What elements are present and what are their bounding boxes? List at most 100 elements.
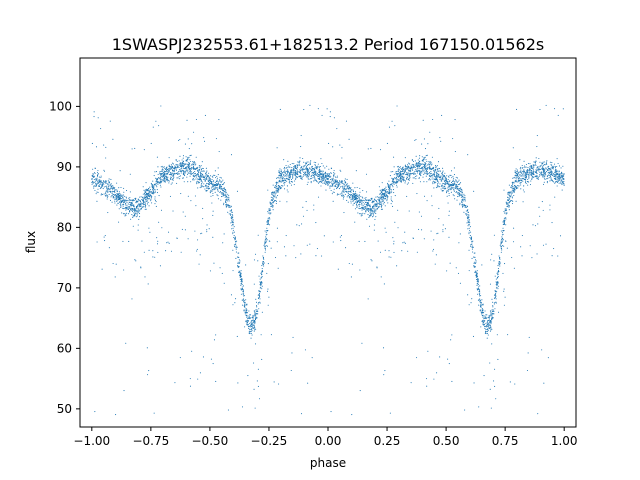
data-point bbox=[124, 207, 126, 209]
data-point bbox=[451, 183, 453, 185]
data-point bbox=[490, 323, 492, 325]
data-point bbox=[149, 189, 152, 191]
data-point bbox=[219, 190, 222, 193]
data-point bbox=[536, 146, 538, 148]
data-point bbox=[145, 202, 147, 204]
data-point bbox=[401, 172, 403, 175]
data-point bbox=[135, 206, 138, 208]
data-point bbox=[282, 185, 284, 187]
data-point bbox=[313, 174, 315, 176]
data-point bbox=[244, 326, 246, 328]
data-point bbox=[145, 196, 148, 198]
data-point bbox=[248, 316, 250, 318]
data-point bbox=[432, 118, 434, 121]
data-point bbox=[194, 195, 196, 197]
data-point bbox=[374, 204, 376, 206]
data-point bbox=[274, 191, 276, 193]
data-point bbox=[431, 195, 433, 197]
data-point bbox=[128, 208, 130, 210]
data-point bbox=[417, 167, 419, 170]
data-point bbox=[208, 176, 210, 178]
data-point bbox=[177, 177, 179, 179]
data-point bbox=[485, 328, 487, 331]
data-point bbox=[189, 155, 191, 157]
data-point bbox=[166, 178, 168, 180]
data-point bbox=[146, 198, 148, 200]
data-point bbox=[327, 173, 329, 175]
data-point bbox=[343, 212, 345, 214]
data-point bbox=[444, 172, 446, 174]
data-point bbox=[254, 311, 256, 313]
data-point bbox=[557, 170, 559, 172]
data-point bbox=[238, 271, 240, 273]
data-point bbox=[212, 192, 214, 195]
data-point bbox=[533, 167, 535, 169]
data-point bbox=[226, 205, 228, 207]
data-point bbox=[509, 202, 511, 204]
data-point bbox=[467, 154, 469, 156]
data-point bbox=[513, 227, 515, 229]
data-point bbox=[421, 167, 423, 169]
data-point bbox=[371, 260, 373, 262]
data-point bbox=[520, 246, 522, 248]
data-point bbox=[122, 200, 124, 202]
data-point bbox=[387, 196, 389, 198]
data-point bbox=[516, 173, 518, 175]
data-point bbox=[172, 163, 174, 165]
data-point bbox=[321, 255, 323, 257]
data-point bbox=[485, 314, 487, 316]
data-point bbox=[233, 235, 235, 237]
data-point bbox=[402, 180, 405, 182]
data-point bbox=[157, 183, 159, 185]
data-point bbox=[325, 181, 327, 183]
data-point bbox=[543, 161, 545, 163]
data-point bbox=[209, 184, 211, 186]
data-point bbox=[333, 175, 335, 177]
data-point bbox=[376, 202, 378, 204]
data-point bbox=[340, 234, 343, 237]
data-point bbox=[227, 193, 229, 195]
data-point bbox=[110, 196, 112, 198]
data-point bbox=[197, 181, 199, 183]
data-point bbox=[221, 193, 223, 195]
data-point bbox=[181, 228, 183, 230]
data-point bbox=[367, 200, 370, 202]
data-point bbox=[468, 216, 470, 218]
data-point bbox=[440, 188, 442, 190]
data-point bbox=[497, 265, 499, 267]
data-point bbox=[324, 182, 326, 184]
data-point bbox=[227, 196, 229, 199]
data-point bbox=[483, 320, 486, 322]
data-point bbox=[424, 156, 426, 158]
data-point bbox=[530, 174, 532, 176]
data-point bbox=[439, 170, 441, 172]
data-point bbox=[383, 203, 385, 205]
data-point bbox=[474, 256, 476, 258]
data-point bbox=[360, 200, 362, 202]
data-point bbox=[249, 326, 251, 328]
data-point bbox=[267, 223, 269, 225]
data-point bbox=[298, 225, 300, 227]
data-point bbox=[143, 149, 145, 151]
data-point bbox=[464, 200, 466, 202]
data-point bbox=[483, 322, 485, 324]
data-point bbox=[139, 201, 142, 203]
data-point bbox=[528, 172, 530, 174]
data-point bbox=[367, 203, 370, 205]
data-point bbox=[220, 182, 222, 184]
data-point bbox=[384, 205, 386, 207]
data-point bbox=[305, 167, 307, 169]
data-point bbox=[129, 204, 132, 206]
data-point bbox=[127, 206, 129, 208]
data-point bbox=[319, 171, 321, 173]
data-point bbox=[162, 167, 164, 169]
data-point bbox=[128, 213, 130, 215]
data-point bbox=[551, 179, 553, 181]
data-point bbox=[277, 182, 279, 184]
data-point bbox=[95, 146, 98, 148]
data-point bbox=[149, 191, 151, 193]
data-point bbox=[380, 276, 382, 278]
data-point bbox=[450, 189, 452, 191]
data-point bbox=[230, 294, 232, 296]
data-point bbox=[308, 172, 310, 174]
